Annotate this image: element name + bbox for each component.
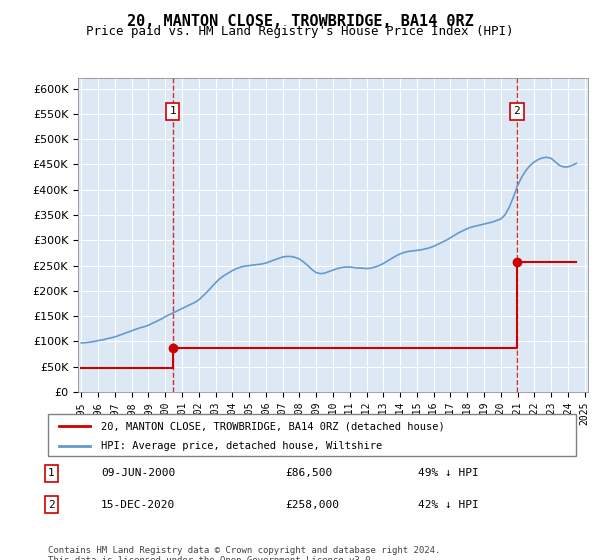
Text: 15-DEC-2020: 15-DEC-2020 bbox=[101, 500, 175, 510]
FancyBboxPatch shape bbox=[48, 414, 576, 456]
Text: 2: 2 bbox=[514, 106, 520, 116]
Text: 1: 1 bbox=[169, 106, 176, 116]
Text: 42% ↓ HPI: 42% ↓ HPI bbox=[418, 500, 478, 510]
Text: Contains HM Land Registry data © Crown copyright and database right 2024.
This d: Contains HM Land Registry data © Crown c… bbox=[48, 546, 440, 560]
Text: 1: 1 bbox=[48, 468, 55, 478]
Text: 20, MANTON CLOSE, TROWBRIDGE, BA14 0RZ (detached house): 20, MANTON CLOSE, TROWBRIDGE, BA14 0RZ (… bbox=[101, 421, 445, 431]
Text: HPI: Average price, detached house, Wiltshire: HPI: Average price, detached house, Wilt… bbox=[101, 441, 382, 451]
Text: 2: 2 bbox=[48, 500, 55, 510]
Text: 09-JUN-2000: 09-JUN-2000 bbox=[101, 468, 175, 478]
Text: Price paid vs. HM Land Registry's House Price Index (HPI): Price paid vs. HM Land Registry's House … bbox=[86, 25, 514, 38]
Text: 20, MANTON CLOSE, TROWBRIDGE, BA14 0RZ: 20, MANTON CLOSE, TROWBRIDGE, BA14 0RZ bbox=[127, 14, 473, 29]
Text: £258,000: £258,000 bbox=[286, 500, 340, 510]
Text: £86,500: £86,500 bbox=[286, 468, 333, 478]
Text: 49% ↓ HPI: 49% ↓ HPI bbox=[418, 468, 478, 478]
